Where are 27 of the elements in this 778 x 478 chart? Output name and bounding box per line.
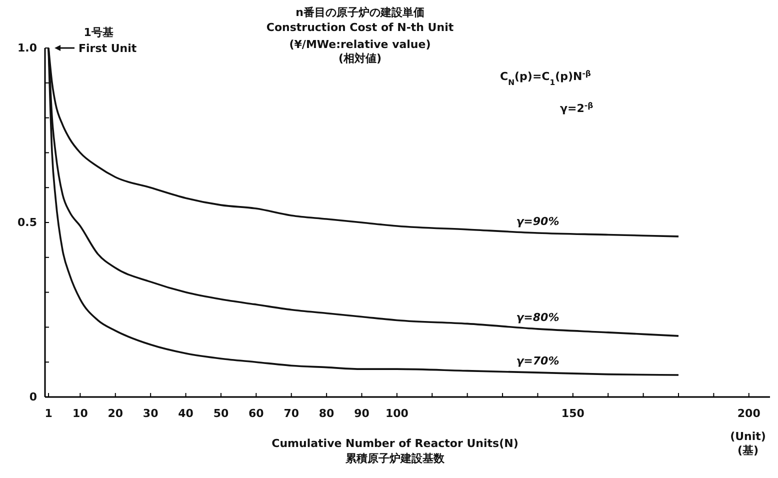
series-label: γ=90%: [516, 214, 560, 228]
x-tick-label: 30: [142, 406, 159, 420]
y-tick-label: 1.0: [18, 42, 38, 55]
x-tick-label: 100: [385, 406, 409, 420]
x-tick-label: 60: [248, 406, 264, 420]
x-tick-label: 70: [284, 406, 300, 420]
x-tick-label: 1: [44, 406, 52, 420]
x-axis-title: Cumulative Number of Reactor Units(N) 累積原子炉建設基数: [272, 437, 518, 465]
x-tick-label: 10: [72, 406, 88, 420]
x-tick-label: 40: [178, 406, 194, 420]
series-label: γ=70%: [516, 354, 560, 368]
y-tick-label: 0: [29, 390, 38, 404]
x-tick-label: 150: [561, 406, 585, 420]
x-tick-label: 200: [737, 406, 761, 420]
text: (Unit) (基): [730, 430, 766, 457]
x-tick-label: 80: [318, 406, 335, 420]
x-tick-label: 50: [213, 406, 229, 420]
chart-title: n番目の原子炉の建設単価: [296, 6, 424, 19]
annotation: 1号基 First Unit: [78, 26, 137, 55]
x-tick-label: 20: [108, 406, 124, 420]
y-axis-title: (¥/MWe:relative value) (相対値): [289, 38, 431, 65]
y-tick-label: 0.5: [18, 216, 37, 230]
annotation: γ=2$^{-β}$: [560, 100, 594, 115]
x-tick-label: 90: [354, 406, 370, 420]
chart-subtitle: Construction Cost of N-th Unit: [266, 21, 454, 34]
series-label: γ=80%: [516, 310, 560, 324]
annotation: C$_{N}$(p)=C$_{1}$(p)N$^{-β}$: [500, 68, 592, 86]
